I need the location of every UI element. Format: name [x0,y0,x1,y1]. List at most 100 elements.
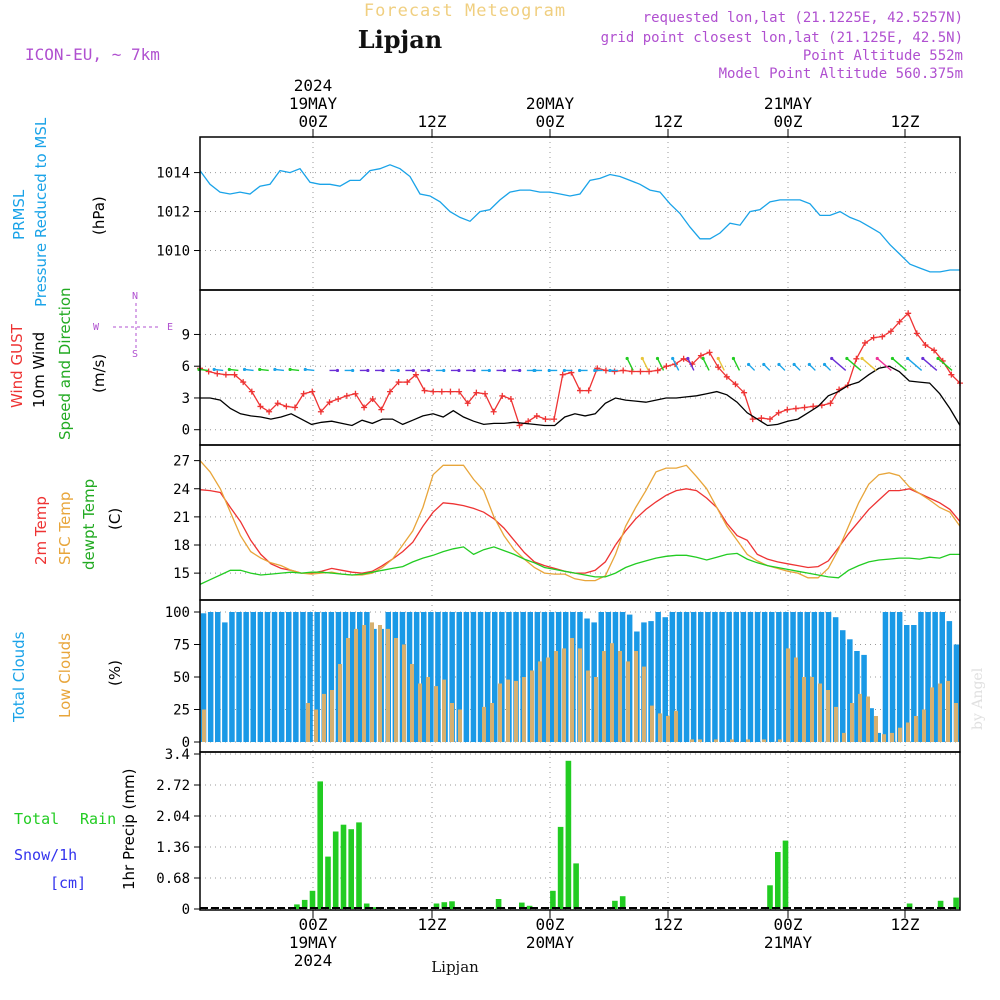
wind-arrow-head-45 [875,356,879,361]
bar-precip-0-18 [340,824,347,909]
bar-clouds-0-80 [769,612,775,742]
gust-marker-54 [663,363,670,370]
bar-clouds-0-69 [690,612,697,742]
bar-clouds-1-31 [450,703,454,742]
bar-clouds-0-68 [683,612,690,742]
series-temp-2 [199,546,960,585]
ytick-label-2-0: 15 [173,566,190,582]
bar-clouds-0-58 [612,612,619,742]
bar-clouds-1-81 [850,703,854,742]
wind-arrow-head-27 [608,368,612,373]
gust-marker-8 [266,408,273,415]
bar-clouds-1-83 [866,696,870,742]
bar-clouds-0-9 [264,612,271,742]
bar-clouds-1-47 [578,648,582,742]
bar-clouds-0-88 [825,612,832,742]
bar-clouds-1-13 [306,703,310,742]
bar-clouds-1-42 [538,661,542,742]
bar-clouds-0-96 [882,612,889,742]
bar-clouds-1-66 [730,739,734,742]
bar-clouds-0-6 [243,612,249,742]
bar-clouds-0-34 [442,612,448,742]
date-bottom-0-0: 19MAY [289,933,338,952]
bar-clouds-1-28 [426,677,430,742]
ytick-label-3-1: 25 [173,703,190,719]
bar-clouds-1-27 [418,683,422,742]
gust-marker-33 [482,390,488,397]
wind-arrow-head-33 [701,356,705,361]
bar-precip-0-91 [906,903,913,909]
wind-arrow-head-7 [303,367,307,372]
gust-marker-62 [732,381,739,388]
bar-clouds-1-52 [618,651,622,742]
date-top-0-1: 19MAY [289,94,338,113]
wind-arrow-head-46 [890,356,895,361]
bar-clouds-1-29 [434,686,438,742]
xtick-label-top-5: 12Z [891,112,920,131]
wind-arrow-head-3 [242,367,247,372]
ytick-label-3-3: 75 [173,638,190,654]
bar-clouds-1-80 [842,732,846,742]
bar-clouds-0-4 [229,612,235,742]
wind-arrow-31 [672,358,680,371]
gust-marker-13 [309,388,316,395]
bar-clouds-0-104 [939,612,945,742]
bar-clouds-0-87 [818,612,825,742]
compass-rose: N S W E [93,291,173,360]
bar-clouds-0-38 [470,612,477,742]
bar-clouds-1-93 [946,680,950,742]
wind-arrow-head-22 [532,368,536,373]
bar-clouds-0-64 [655,612,661,742]
bar-clouds-1-84 [874,716,878,742]
wind-arrow-head-44 [860,356,864,361]
bar-clouds-0-57 [605,612,612,742]
wind-arrow-head-11 [381,368,385,373]
bar-clouds-1-46 [570,638,574,742]
wind-arrow-43 [846,357,862,371]
wind-arrow-29 [641,358,649,371]
wind-arrow-head-42 [830,356,834,361]
bar-clouds-1-57 [658,713,662,742]
ytick-label-3-2: 50 [173,670,190,686]
wind-arrow-head-9 [351,368,355,373]
series-temp-0 [199,488,961,574]
wind-arrow-head-24 [562,368,567,373]
bar-clouds-1-30 [442,679,446,742]
bar-clouds-0-78 [754,612,761,742]
wind-arrow-head-18 [487,368,491,373]
wind-arrow-head-29 [640,356,644,361]
wind-arrow-head-37 [762,362,766,367]
bar-clouds-1-40 [522,677,526,742]
bar-clouds-1-75 [802,677,806,742]
xtick-label-bottom-3: 12Z [654,915,683,934]
date-top-1-0: 20MAY [526,94,575,113]
wind-arrow-head-34 [716,356,720,361]
chart-title: Forecast Meteogram [364,1,566,21]
xtick-label-bottom-4: 00Z [774,915,803,934]
bar-clouds-0-86 [811,612,818,742]
gust-marker-34 [490,408,497,415]
gust-marker-81 [896,318,903,325]
gust-marker-82 [905,310,912,317]
gust-marker-45 [585,387,592,394]
bar-precip-0-22 [371,907,378,909]
gust-marker-7 [257,403,264,410]
panel-frame-precip [199,751,961,911]
bar-clouds-1-15 [322,693,326,742]
bar-clouds-0-43 [506,612,512,742]
panel-frame-wind [199,289,961,446]
bar-clouds-1-38 [506,679,510,742]
wind-arrow-head-1 [212,367,216,372]
xtick-label-bottom-2: 00Z [536,915,565,934]
wind-arrow-head-19 [502,368,507,373]
bar-clouds-1-76 [810,677,814,742]
wind-arrow-46 [891,357,907,371]
bar-clouds-1-21 [370,622,374,742]
wind-arrow-head-36 [747,362,751,367]
gust-marker-48 [611,368,618,375]
gust-marker-52 [646,368,653,375]
series-pressure-0 [199,164,960,273]
gust-marker-12 [300,390,307,397]
wind-arrow-head-38 [777,362,781,367]
